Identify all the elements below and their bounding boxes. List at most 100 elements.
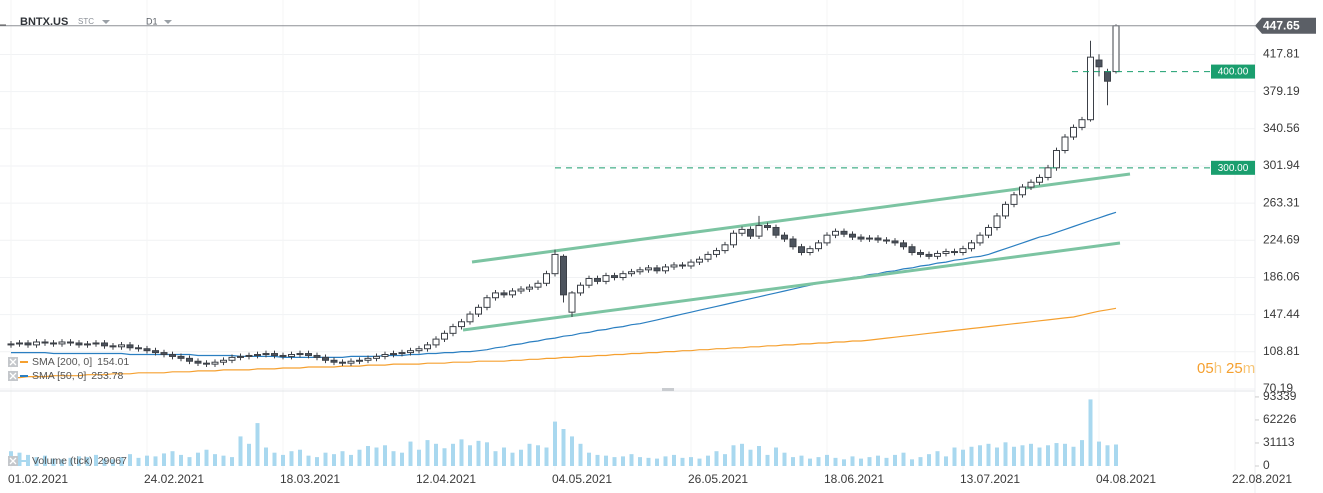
volume-bar (68, 457, 73, 466)
candle-body (118, 344, 125, 348)
candle-body (330, 359, 338, 363)
candle-body (441, 332, 448, 340)
volume-bar (451, 443, 455, 466)
candle-body (92, 342, 100, 345)
candle-body (551, 253, 559, 275)
volume-bar (765, 454, 770, 466)
volume-bar (136, 457, 141, 466)
candle-body (1095, 59, 1103, 68)
candle-body (381, 354, 389, 357)
countdown: 05h 25m (1197, 360, 1255, 377)
candle-body (135, 347, 142, 350)
volume-bar (884, 457, 889, 466)
candle-body (585, 277, 593, 286)
candle-body (866, 237, 873, 240)
candle-body (483, 297, 491, 308)
candle-body (959, 248, 967, 254)
volume-bar (519, 449, 523, 466)
candle-body (475, 306, 482, 315)
volume-bar (349, 454, 353, 466)
candle-body (883, 239, 890, 242)
candle-body (347, 360, 355, 364)
volume-bar (1003, 442, 1008, 466)
candle-body (713, 250, 720, 255)
countdown-hours: 05 (1197, 360, 1214, 377)
volume-bar (213, 454, 217, 466)
volume-bar (51, 458, 56, 466)
volume-bar (1012, 446, 1016, 466)
volume-tick-label: 93339 (1263, 389, 1297, 403)
candle-body (764, 225, 771, 228)
legend-close (9, 372, 17, 380)
y-tick-label: 147.44 (1263, 307, 1300, 321)
volume-bar (323, 452, 328, 466)
candle-body (16, 342, 23, 345)
market-dropdown[interactable] (102, 20, 110, 24)
candle-body (296, 353, 304, 356)
y-tick-label: 108.81 (1263, 344, 1300, 358)
panel-resize-handle[interactable] (662, 388, 674, 391)
symbol[interactable]: BNTX.US (20, 16, 68, 28)
volume-bar (374, 447, 379, 466)
candle-body (662, 266, 669, 272)
volume-bar (791, 457, 795, 466)
candle-body (194, 360, 202, 364)
candle-body (1027, 181, 1035, 188)
volume-bar (927, 454, 931, 466)
volume-bar (1020, 445, 1025, 466)
volume-bar (774, 447, 778, 466)
volume-bar (655, 458, 659, 466)
volume-bar (808, 458, 812, 466)
candle-body (33, 341, 40, 346)
sma-line (11, 307, 1117, 379)
volume-bar (833, 457, 838, 466)
candle-body (645, 267, 652, 271)
candle-body (543, 273, 550, 284)
volume-bar (1097, 441, 1101, 466)
candle-body (75, 342, 83, 346)
candle-body (50, 342, 57, 345)
volume-bar (85, 457, 90, 466)
volume-bar (77, 456, 81, 466)
volume-bar (1088, 399, 1093, 466)
interval-dropdown[interactable] (164, 20, 172, 24)
volume-bar (969, 446, 974, 466)
volume-bar (43, 455, 47, 466)
candle-body (390, 353, 397, 356)
volume-bar (527, 443, 532, 466)
volume-bar (459, 439, 464, 466)
candle-body (560, 255, 567, 296)
volume-bar (859, 458, 863, 466)
volume-bar (502, 447, 506, 466)
volume-bar (221, 455, 226, 466)
y-tick-label: 224.69 (1263, 232, 1300, 246)
grid (0, 0, 1255, 470)
candle-body (415, 348, 423, 352)
market[interactable]: STC (78, 17, 94, 26)
legend: SMA [200, 0] 154.01 SMA [50, 0] 253.78 Volum… (8, 356, 129, 467)
volume-bar (986, 443, 991, 466)
candle-body (653, 267, 661, 272)
level-tag (1211, 64, 1255, 79)
volume-bar (952, 447, 957, 466)
last-price-tag (1255, 17, 1316, 34)
volume-bar (272, 452, 277, 466)
candle-body (58, 341, 66, 345)
volume-bar (536, 445, 540, 466)
interval[interactable]: D1 (146, 16, 158, 26)
level-tag (1211, 160, 1255, 175)
volume-bar (476, 440, 481, 466)
candle-body (815, 242, 822, 250)
volume-bar (544, 447, 549, 466)
volume-bar (621, 456, 625, 466)
volume-tick-label: 31113 (1263, 435, 1295, 449)
candle-body (458, 321, 465, 328)
volume-bar (595, 454, 600, 466)
candle-body (611, 275, 618, 279)
volume-bar (94, 454, 98, 466)
volume-bar (1037, 447, 1042, 466)
volume-bar (485, 442, 489, 466)
candle-body (339, 361, 346, 364)
candle-body (534, 282, 542, 288)
volume-bar (425, 440, 430, 466)
